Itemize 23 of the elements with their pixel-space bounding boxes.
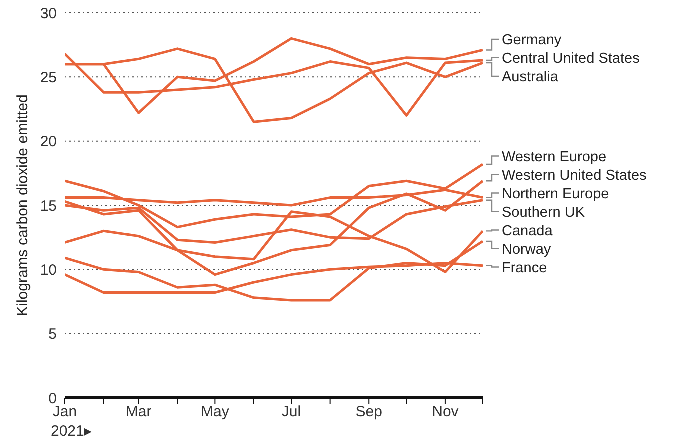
series-label: Canada — [502, 223, 554, 240]
series-label: Germany — [502, 32, 562, 48]
series-label: Northern Europe — [502, 186, 610, 202]
x-tick-label: Sep — [356, 404, 382, 421]
x-tick-label: Jul — [282, 404, 302, 421]
series-label: Southern UK — [502, 204, 586, 221]
series-label: Western United States — [502, 168, 647, 184]
y-axis-title: Kilograms carbon dioxide emitted — [14, 94, 32, 316]
text: 2021▸ — [51, 423, 92, 440]
x-tick-label: May — [201, 404, 230, 421]
series-label: Central United States — [502, 50, 640, 67]
series-label: Western Europe — [502, 149, 607, 166]
y-tick-label: 5 — [48, 326, 57, 344]
x-tick-label: Nov — [432, 404, 460, 421]
y-tick-label: 30 — [40, 5, 57, 22]
y-tick-label: 15 — [40, 198, 57, 215]
series-label: France — [502, 260, 548, 276]
x-tick-label: Mar — [126, 404, 152, 421]
y-tick-label: 25 — [40, 69, 57, 86]
series-label: Norway — [502, 242, 552, 258]
series-label: Australia — [502, 69, 560, 86]
y-tick-label: 10 — [40, 262, 57, 279]
y-tick-label: 20 — [40, 134, 57, 151]
